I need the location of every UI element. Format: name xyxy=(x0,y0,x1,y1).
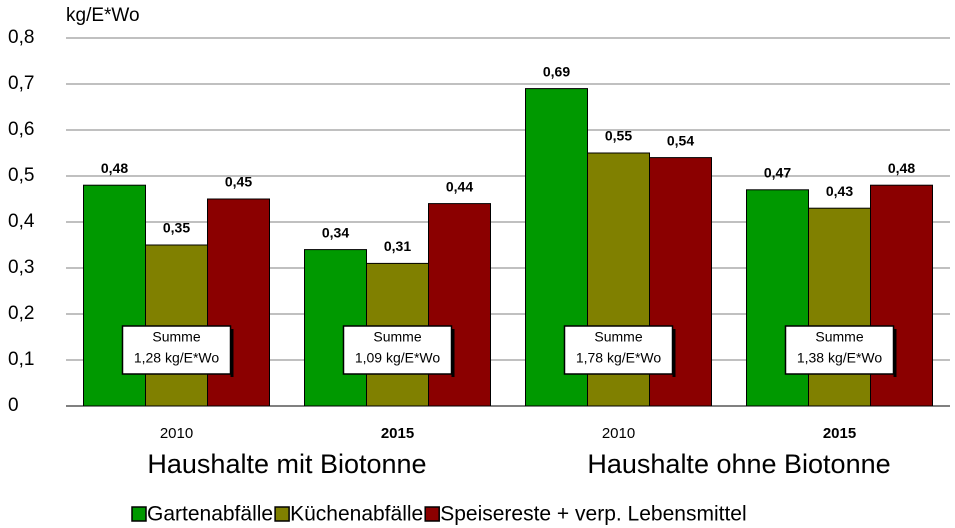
annotation-box xyxy=(121,325,232,375)
value-label: 0,44 xyxy=(446,178,473,194)
annotation-box xyxy=(563,325,674,375)
value-label: 0,43 xyxy=(826,183,853,199)
value-label: 0,31 xyxy=(384,238,411,254)
x-tick-label: 2010 xyxy=(160,425,193,442)
y-tick-label: 0,4 xyxy=(8,211,35,232)
value-label: 0,45 xyxy=(225,174,252,190)
annotation-text: Summe xyxy=(594,329,642,345)
group-label: Haushalte ohne Biotonne xyxy=(587,449,890,479)
annotation-shadow xyxy=(893,329,897,377)
y-tick-label: 0,2 xyxy=(8,303,34,324)
annotation-text: 1,09 kg/E*Wo xyxy=(355,350,441,366)
annotation-shadow xyxy=(672,329,676,377)
annotation-box xyxy=(342,325,453,375)
y-tick-label: 0 xyxy=(8,395,19,416)
value-label: 0,55 xyxy=(605,128,632,144)
x-tick-label: 2010 xyxy=(602,425,635,442)
y-tick-label: 0,6 xyxy=(8,119,34,140)
legend-swatch xyxy=(424,506,440,522)
annotation-text: 1,28 kg/E*Wo xyxy=(134,350,220,366)
y-axis-label: kg/E*Wo xyxy=(66,5,140,26)
value-label: 0,69 xyxy=(543,63,570,79)
value-label: 0,34 xyxy=(322,224,349,240)
value-label: 0,48 xyxy=(101,160,128,176)
bar xyxy=(428,203,491,407)
annotation-box xyxy=(784,325,895,375)
value-label: 0,35 xyxy=(163,220,190,236)
legend-label: Küchenabfälle xyxy=(290,503,423,526)
x-tick-label: 2015 xyxy=(823,425,856,442)
value-label: 0,48 xyxy=(888,160,915,176)
value-label: 0,54 xyxy=(667,132,694,148)
y-tick-label: 0,8 xyxy=(8,27,34,48)
annotation-text: Summe xyxy=(815,329,863,345)
y-tick-label: 0,1 xyxy=(8,349,34,370)
annotation-shadow xyxy=(230,329,234,377)
annotation-text: Summe xyxy=(373,329,421,345)
annotation-shadow xyxy=(451,329,455,377)
y-tick-label: 0,7 xyxy=(8,73,34,94)
value-label: 0,47 xyxy=(764,165,791,181)
legend-swatch xyxy=(131,506,147,522)
y-tick-label: 0,5 xyxy=(8,165,34,186)
annotation-text: 1,38 kg/E*Wo xyxy=(797,350,883,366)
y-tick-label: 0,3 xyxy=(8,257,34,278)
annotation-text: 1,78 kg/E*Wo xyxy=(576,350,662,366)
x-tick-label: 2015 xyxy=(381,425,414,442)
legend-label: Speisereste + verp. Lebensmittel xyxy=(440,503,746,526)
annotation-text: Summe xyxy=(152,329,200,345)
group-label: Haushalte mit Biotonne xyxy=(147,449,426,479)
bar xyxy=(207,198,270,407)
legend-label: Gartenabfälle xyxy=(147,503,273,526)
legend-swatch xyxy=(274,506,290,522)
bar xyxy=(808,207,871,407)
